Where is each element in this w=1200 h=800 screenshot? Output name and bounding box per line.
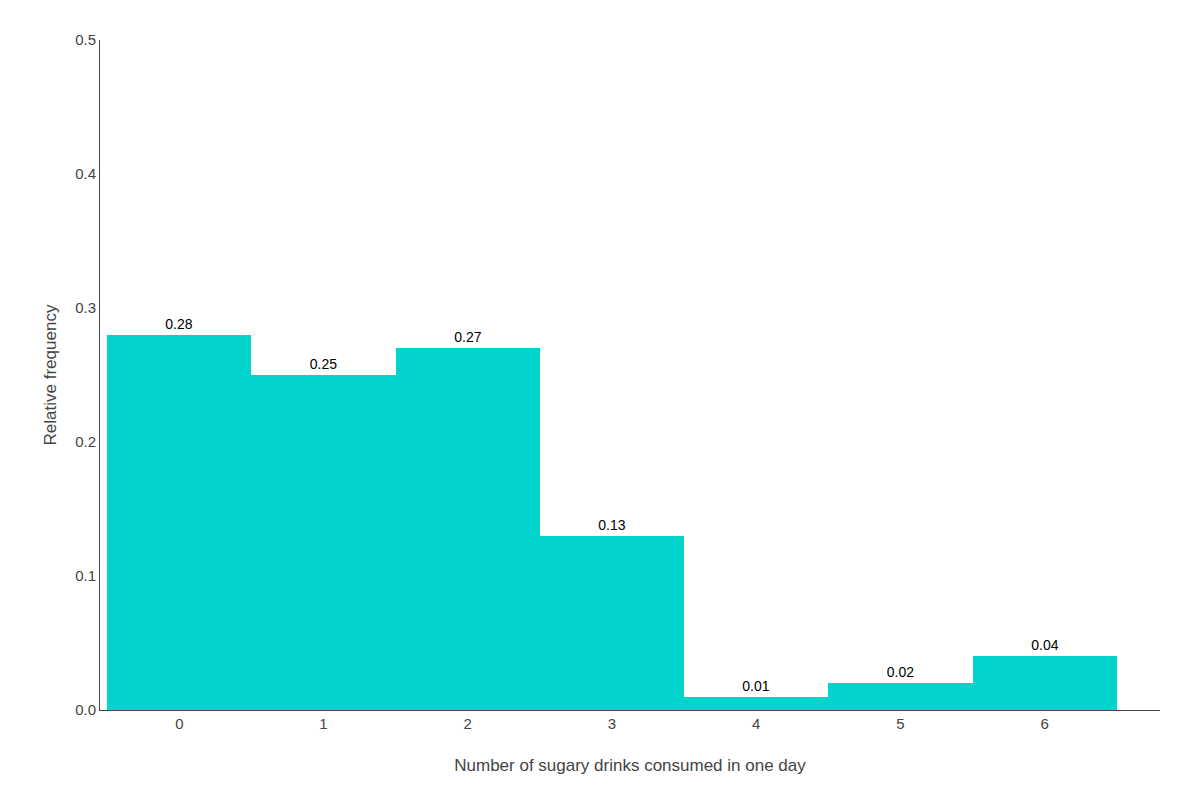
svg-text:Relative frequency: Relative frequency: [41, 304, 60, 445]
svg-text:0: 0: [175, 715, 183, 732]
svg-text:0.04: 0.04: [1031, 637, 1058, 653]
svg-text:0.3: 0.3: [75, 299, 96, 316]
svg-text:0.2: 0.2: [75, 433, 96, 450]
svg-text:0.13: 0.13: [598, 517, 625, 533]
svg-text:0.28: 0.28: [165, 316, 192, 332]
svg-text:0.0: 0.0: [75, 701, 96, 718]
svg-text:0.4: 0.4: [75, 165, 96, 182]
svg-text:Number of sugary drinks consum: Number of sugary drinks consumed in one …: [454, 756, 806, 775]
svg-text:6: 6: [1040, 715, 1048, 732]
svg-text:0.25: 0.25: [310, 356, 337, 372]
svg-text:0.01: 0.01: [742, 678, 769, 694]
svg-text:0.5: 0.5: [75, 31, 96, 48]
svg-text:4: 4: [752, 715, 760, 732]
svg-text:0.02: 0.02: [887, 664, 914, 680]
svg-text:5: 5: [896, 715, 904, 732]
svg-text:3: 3: [608, 715, 616, 732]
svg-text:0.1: 0.1: [75, 567, 96, 584]
svg-text:1: 1: [319, 715, 327, 732]
svg-text:0.27: 0.27: [454, 329, 481, 345]
svg-text:2: 2: [464, 715, 472, 732]
